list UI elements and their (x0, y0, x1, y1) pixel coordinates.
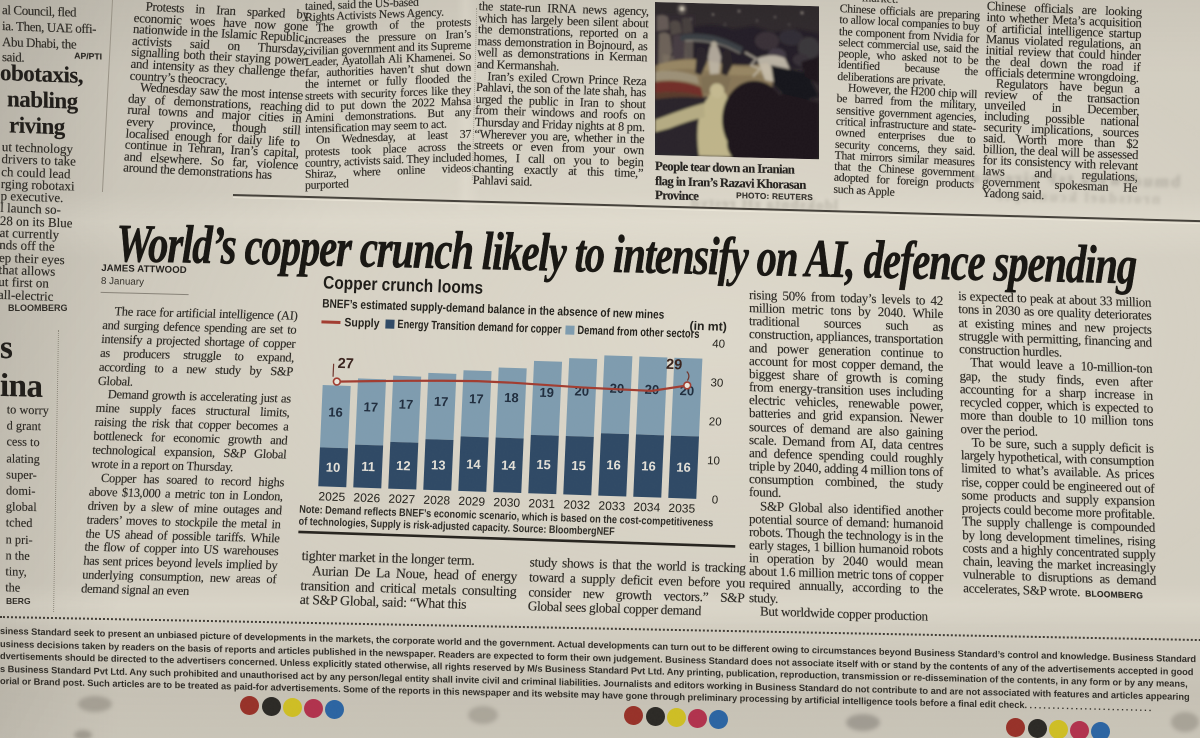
svg-text:2026: 2026 (353, 490, 381, 505)
svg-text:30: 30 (710, 377, 723, 389)
svg-text:27: 27 (337, 356, 354, 373)
svg-text:2032: 2032 (563, 497, 591, 512)
svg-text:2031: 2031 (528, 496, 556, 511)
svg-text:19: 19 (539, 385, 554, 400)
svg-text:29: 29 (666, 357, 683, 374)
svg-text:17: 17 (398, 397, 413, 412)
svg-text:Supply: Supply (344, 315, 380, 330)
svg-text:2034: 2034 (633, 500, 661, 515)
svg-text:2029: 2029 (458, 494, 486, 509)
svg-text:20: 20 (574, 383, 589, 398)
svg-text:17: 17 (469, 391, 484, 406)
svg-text:16: 16 (328, 404, 343, 419)
svg-text:11: 11 (361, 459, 375, 474)
svg-text:2025: 2025 (318, 489, 346, 504)
svg-text:17: 17 (434, 394, 449, 409)
svg-text:13: 13 (431, 457, 446, 472)
svg-text:Energy Transition demand for c: Energy Transition demand for copper (397, 317, 562, 336)
svg-text:12: 12 (396, 458, 411, 473)
svg-text:2030: 2030 (493, 495, 521, 510)
svg-text:16: 16 (641, 458, 656, 473)
svg-text:15: 15 (536, 457, 551, 472)
svg-text:10: 10 (326, 460, 341, 475)
svg-text:10: 10 (707, 455, 720, 467)
svg-text:0: 0 (712, 494, 719, 506)
svg-text:16: 16 (676, 459, 691, 474)
svg-text:Demand from other sectors: Demand from other sectors (577, 323, 700, 341)
svg-text:18: 18 (504, 390, 519, 405)
svg-text:40: 40 (712, 338, 725, 350)
svg-text:2035: 2035 (668, 501, 696, 516)
svg-text:17: 17 (363, 399, 378, 414)
svg-text:2027: 2027 (388, 492, 416, 507)
svg-text:20: 20 (709, 416, 722, 428)
svg-text:2033: 2033 (598, 499, 626, 514)
svg-text:14: 14 (466, 456, 482, 471)
svg-text:Copper crunch looms: Copper crunch looms (323, 272, 484, 297)
svg-text:14: 14 (501, 458, 517, 473)
svg-text:2028: 2028 (423, 493, 451, 508)
svg-text:15: 15 (571, 458, 586, 473)
svg-text:16: 16 (606, 457, 621, 472)
